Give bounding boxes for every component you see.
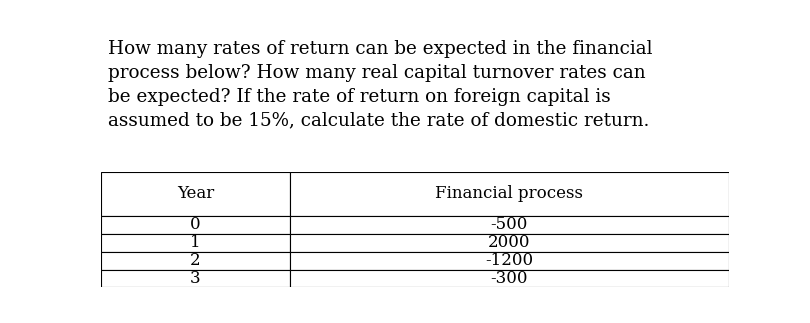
Bar — [101, 216, 290, 234]
Text: 2: 2 — [190, 252, 201, 269]
Bar — [101, 234, 290, 252]
Bar — [290, 234, 729, 252]
Bar — [101, 252, 290, 270]
Text: Year: Year — [177, 185, 214, 202]
Text: 3: 3 — [190, 270, 201, 287]
Text: 0: 0 — [190, 216, 201, 233]
Text: -300: -300 — [491, 270, 528, 287]
Bar — [101, 172, 290, 216]
Bar — [290, 270, 729, 287]
Text: Financial process: Financial process — [435, 185, 583, 202]
Text: 2000: 2000 — [488, 234, 531, 251]
Text: -500: -500 — [491, 216, 528, 233]
Text: How many rates of return can be expected in the financial
process below? How man: How many rates of return can be expected… — [108, 40, 652, 130]
Bar — [290, 216, 729, 234]
Bar — [101, 270, 290, 287]
Bar — [290, 252, 729, 270]
Text: -1200: -1200 — [485, 252, 533, 269]
Text: 1: 1 — [190, 234, 201, 251]
Bar — [290, 172, 729, 216]
